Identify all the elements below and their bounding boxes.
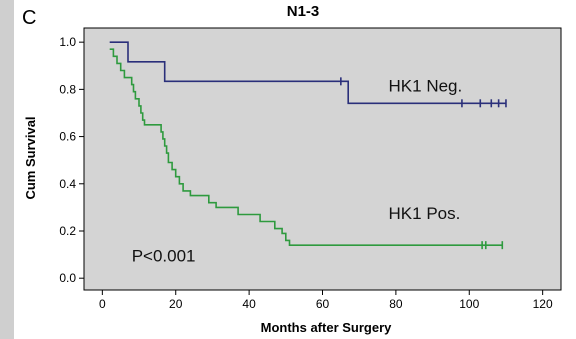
y-tick-label: 0.0 [59, 271, 76, 285]
annotation-hk1-neg: HK1 Neg. [389, 77, 463, 96]
x-axis-title: Months after Surgery [261, 320, 393, 335]
y-tick-label: 0.2 [59, 224, 76, 238]
annotations-layer: HK1 Neg. HK1 Pos. P<0.001 [132, 77, 463, 266]
left-margin-strip [0, 0, 14, 339]
y-axis-title: Cum Survival [23, 116, 38, 199]
panel-label: C [22, 7, 36, 29]
y-tick-label: 0.8 [59, 82, 76, 96]
series-line-hk1-pos [109, 48, 503, 246]
x-tick-label: 20 [169, 297, 183, 311]
x-tick-label: 100 [459, 297, 479, 311]
y-tick-label: 1.0 [59, 35, 76, 49]
y-tick-label: 0.6 [59, 130, 76, 144]
series-layer [109, 41, 507, 250]
x-tick-label: 80 [389, 297, 403, 311]
x-tick-label: 0 [99, 297, 106, 311]
chart-title: N1-3 [287, 3, 320, 20]
annotation-hk1-pos: HK1 Pos. [389, 204, 461, 223]
x-tick-label: 60 [316, 297, 330, 311]
x-tick-label: 120 [533, 297, 553, 311]
annotation-p-0-001: P<0.001 [132, 247, 196, 266]
series-line-hk1-neg [109, 41, 506, 105]
y-tick-label: 0.4 [59, 177, 76, 191]
x-tick-label: 40 [242, 297, 256, 311]
axes: 0 20 40 60 80 100 120 0.0 0.2 0.4 0.6 0.8 1.0 [59, 35, 553, 311]
